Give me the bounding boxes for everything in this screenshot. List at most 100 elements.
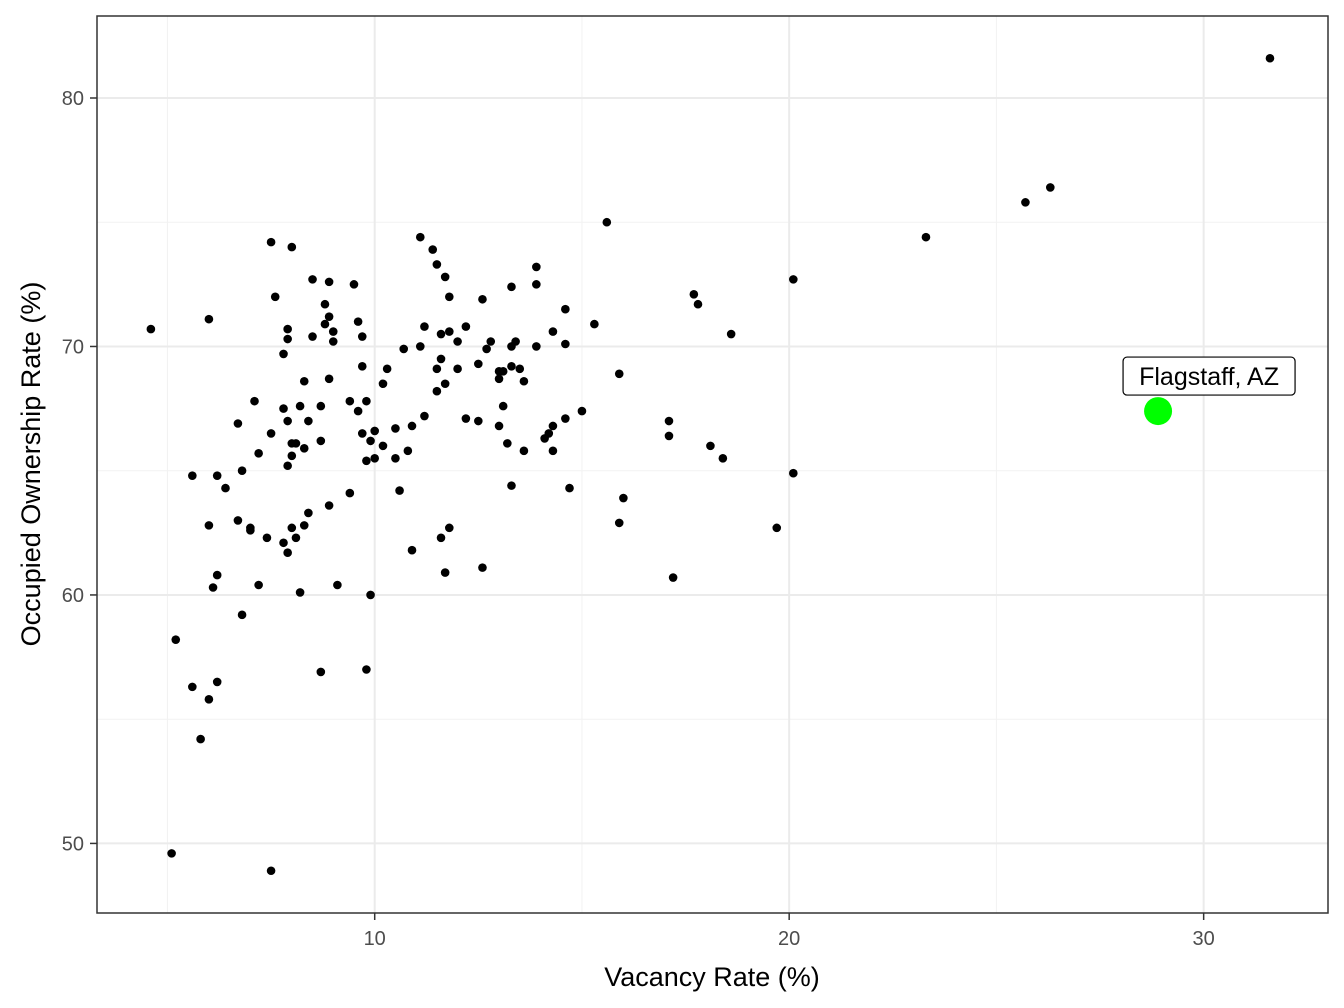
data-point — [921, 232, 931, 242]
data-point — [590, 319, 599, 329]
data-point — [328, 327, 338, 336]
data-point — [498, 401, 508, 411]
data-point — [345, 396, 355, 406]
data-point — [494, 367, 504, 376]
data-point — [279, 349, 288, 359]
plot-panel — [97, 16, 1328, 913]
data-point — [250, 396, 259, 406]
data-point — [204, 521, 214, 530]
data-point — [602, 217, 612, 227]
data-point — [440, 379, 450, 389]
data-point — [279, 538, 288, 548]
data-point — [171, 635, 181, 644]
data-point — [212, 677, 222, 687]
data-point — [233, 516, 243, 525]
data-point — [324, 277, 334, 287]
data-point — [614, 369, 624, 379]
data-point — [357, 429, 367, 438]
data-point — [706, 441, 715, 451]
highlight-group: Flagstaff, AZ — [1122, 356, 1296, 426]
data-point — [378, 441, 388, 451]
data-point — [287, 242, 297, 252]
data-point — [299, 444, 309, 453]
data-point — [561, 304, 570, 314]
data-point — [436, 533, 446, 543]
data-point — [291, 533, 301, 543]
data-point — [382, 364, 392, 374]
data-point — [237, 466, 247, 476]
data-point — [507, 362, 516, 371]
data-point — [432, 386, 442, 396]
data-point — [565, 483, 574, 493]
data-point — [295, 588, 305, 597]
data-point — [445, 523, 454, 533]
data-point — [407, 545, 417, 555]
data-point — [378, 379, 388, 389]
data-point — [453, 337, 462, 346]
data-point — [304, 508, 313, 518]
data-point — [299, 521, 309, 530]
data-point — [266, 429, 276, 438]
data-point — [420, 322, 429, 331]
highlight-label: Flagstaff, AZ — [1139, 363, 1279, 391]
data-point — [270, 292, 280, 302]
data-point — [664, 431, 674, 441]
data-point — [445, 327, 454, 336]
data-point — [316, 436, 326, 446]
data-point — [461, 414, 471, 423]
data-point — [1021, 198, 1030, 207]
data-point — [246, 526, 255, 535]
x-tick-label: 30 — [1193, 928, 1215, 950]
data-point — [718, 453, 728, 463]
x-tick-label: 10 — [364, 928, 386, 950]
data-point — [188, 471, 197, 480]
data-point — [432, 364, 442, 374]
data-point — [233, 419, 243, 428]
data-point — [370, 426, 380, 436]
data-point — [532, 280, 541, 289]
data-point — [212, 570, 222, 580]
data-point — [440, 272, 450, 282]
data-point — [366, 590, 375, 600]
data-point — [254, 580, 263, 590]
axis-ticks: 10 20 30 50 60 70 80 — [62, 88, 1215, 950]
data-point — [357, 332, 367, 341]
data-point — [403, 446, 413, 456]
data-point — [519, 376, 529, 386]
data-point — [283, 324, 292, 334]
data-point — [515, 364, 525, 374]
plot-border — [96, 15, 1329, 914]
data-point — [432, 260, 442, 269]
data-point — [283, 334, 292, 344]
data-point — [212, 471, 222, 480]
y-tick-label: 80 — [62, 88, 84, 110]
data-point — [415, 342, 425, 351]
data-point — [482, 344, 491, 354]
data-point — [295, 401, 305, 411]
data-point — [478, 563, 487, 572]
data-point — [532, 342, 541, 351]
data-point — [188, 682, 197, 692]
data-point — [391, 424, 400, 433]
data-point — [362, 456, 371, 466]
data-point — [440, 568, 450, 577]
y-tick-label: 70 — [62, 336, 84, 358]
data-point — [353, 406, 363, 416]
data-point — [362, 396, 371, 406]
data-point — [316, 667, 326, 677]
data-point — [316, 401, 326, 411]
data-point — [474, 359, 483, 369]
data-point — [461, 322, 471, 331]
data-point — [428, 245, 438, 254]
data-point — [1045, 183, 1055, 192]
data-point — [726, 329, 736, 339]
data-point — [279, 404, 288, 413]
data-point — [548, 421, 558, 431]
data-point — [548, 327, 558, 336]
data-point — [345, 488, 355, 498]
data-point — [420, 411, 429, 421]
data-point — [577, 406, 587, 416]
data-point — [146, 324, 156, 334]
data-point — [308, 332, 317, 341]
